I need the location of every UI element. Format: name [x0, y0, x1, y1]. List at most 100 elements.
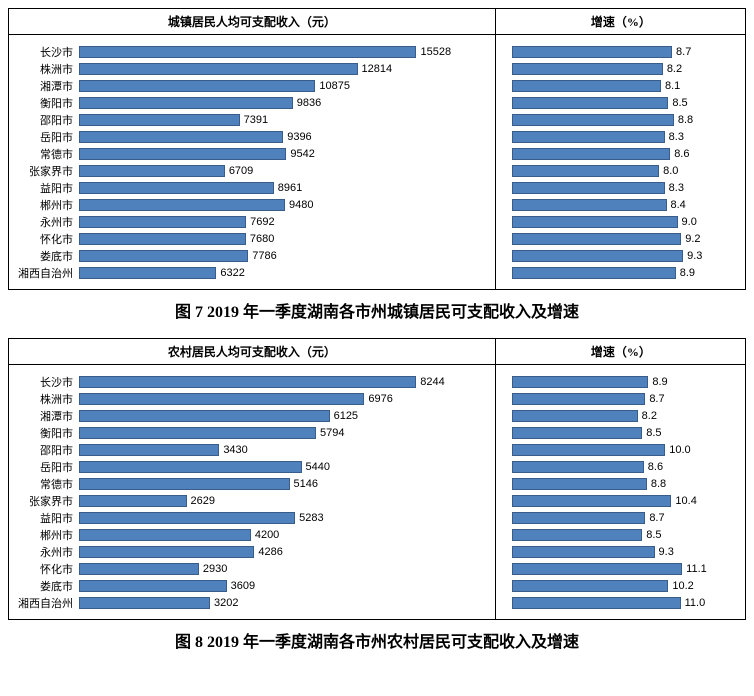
bar: [79, 529, 251, 541]
value-label: 2629: [191, 495, 215, 507]
bar-row: 郴州市9480: [9, 196, 487, 213]
category-label: 湘潭市: [9, 78, 79, 94]
value-label: 5794: [320, 427, 344, 439]
category-label: 常德市: [9, 476, 79, 492]
bar-row: 11.1: [496, 560, 738, 577]
value-label: 5440: [306, 461, 330, 473]
value-label: 9.0: [682, 216, 697, 228]
bar-row: 常德市 5146: [9, 475, 487, 492]
value-label: 4286: [258, 546, 282, 558]
value-label: 8.9: [652, 376, 667, 388]
bar: [512, 478, 647, 490]
category-label: 邵阳市: [9, 442, 79, 458]
bar-row: 湘西自治州3202: [9, 594, 487, 611]
panel-header: 城镇居民人均可支配收入（元）增速（%）: [9, 9, 745, 35]
bar-row: 永州市7692: [9, 213, 487, 230]
bar: [512, 199, 667, 211]
value-label: 8.7: [649, 512, 664, 524]
bar: [79, 512, 295, 524]
value-label: 7692: [250, 216, 274, 228]
bar-row: 9.0: [496, 213, 738, 230]
value-label: 9396: [287, 131, 311, 143]
bar-row: 衡阳市5794: [9, 424, 487, 441]
figure-8: 农村居民人均可支配收入（元）增速（%）长沙市8244株洲市6976湘潭市6125…: [8, 338, 746, 620]
bar: [79, 216, 246, 228]
right-title: 增速（%）: [496, 9, 746, 34]
bar: [79, 165, 225, 177]
bar-row: 8.6: [496, 145, 738, 162]
value-label: 6976: [368, 393, 392, 405]
bar-row: 怀化市 2930: [9, 560, 487, 577]
category-label: 怀化市: [9, 561, 79, 577]
value-label: 10.4: [675, 495, 696, 507]
bar: [79, 63, 358, 75]
value-label: 8.6: [648, 461, 663, 473]
category-label: 郴州市: [9, 197, 79, 213]
figure-caption: 图 8 2019 年一季度湖南各市州农村居民可支配收入及增速: [8, 628, 746, 652]
bar: [512, 165, 659, 177]
value-label: 3430: [223, 444, 247, 456]
left-title: 农村居民人均可支配收入（元）: [9, 339, 496, 364]
bar-row: 常德市9542: [9, 145, 487, 162]
bar: [79, 580, 227, 592]
value-label: 5283: [299, 512, 323, 524]
value-label: 8.3: [669, 182, 684, 194]
category-label: 株洲市: [9, 61, 79, 77]
value-label: 8.6: [674, 148, 689, 160]
growth-chart: 8.98.78.28.510.08.68.810.48.78.59.311.11…: [496, 365, 746, 619]
bar-row: 8.5: [496, 94, 738, 111]
value-label: 3202: [214, 597, 238, 609]
bar: [512, 114, 674, 126]
value-label: 7680: [250, 233, 274, 245]
value-label: 2930: [203, 563, 227, 575]
bar: [512, 97, 669, 109]
value-chart: 长沙市15528株洲市12814湘潭市10875衡阳市9836邵阳市7391岳阳…: [9, 35, 496, 289]
bar-row: 岳阳市9396: [9, 128, 487, 145]
bar-row: 8.3: [496, 179, 738, 196]
bar-row: 8.3: [496, 128, 738, 145]
bar-row: 湘西自治州6322: [9, 264, 487, 281]
bar-row: 邵阳市7391: [9, 111, 487, 128]
bar: [79, 199, 285, 211]
bar-row: 8.6: [496, 458, 738, 475]
bar: [512, 512, 646, 524]
category-label: 怀化市: [9, 231, 79, 247]
value-label: 8.9: [680, 267, 695, 279]
value-label: 8.2: [667, 63, 682, 75]
value-label: 9.3: [659, 546, 674, 558]
bar: [79, 114, 240, 126]
bar-row: 8.1: [496, 77, 738, 94]
bar-row: 娄底市7786: [9, 247, 487, 264]
bar-row: 8.7: [496, 390, 738, 407]
bar: [512, 495, 672, 507]
value-label: 8.5: [672, 97, 687, 109]
bar: [79, 46, 416, 58]
value-label: 8961: [278, 182, 302, 194]
bar: [79, 233, 246, 245]
bar: [79, 546, 254, 558]
category-label: 衡阳市: [9, 95, 79, 111]
bar: [512, 376, 649, 388]
bar-row: 8.7: [496, 43, 738, 60]
figure-7: 城镇居民人均可支配收入（元）增速（%）长沙市15528株洲市12814湘潭市10…: [8, 8, 746, 290]
value-label: 8.0: [663, 165, 678, 177]
value-label: 8.8: [678, 114, 693, 126]
bar: [79, 461, 302, 473]
bar-row: 永州市4286: [9, 543, 487, 560]
bar-row: 11.0: [496, 594, 738, 611]
value-label: 8.2: [642, 410, 657, 422]
category-label: 长沙市: [9, 44, 79, 60]
category-label: 长沙市: [9, 374, 79, 390]
bar-row: 娄底市3609: [9, 577, 487, 594]
bar-row: 8.5: [496, 424, 738, 441]
value-label: 10.0: [669, 444, 690, 456]
bar-row: 9.2: [496, 230, 738, 247]
bar-row: 8.0: [496, 162, 738, 179]
bar: [79, 80, 315, 92]
bar-row: 益阳市8961: [9, 179, 487, 196]
bar-row: 8.9: [496, 264, 738, 281]
bar-row: 株洲市12814: [9, 60, 487, 77]
bar: [512, 410, 638, 422]
value-label: 11.1: [686, 563, 707, 575]
value-label: 5146: [294, 478, 318, 490]
